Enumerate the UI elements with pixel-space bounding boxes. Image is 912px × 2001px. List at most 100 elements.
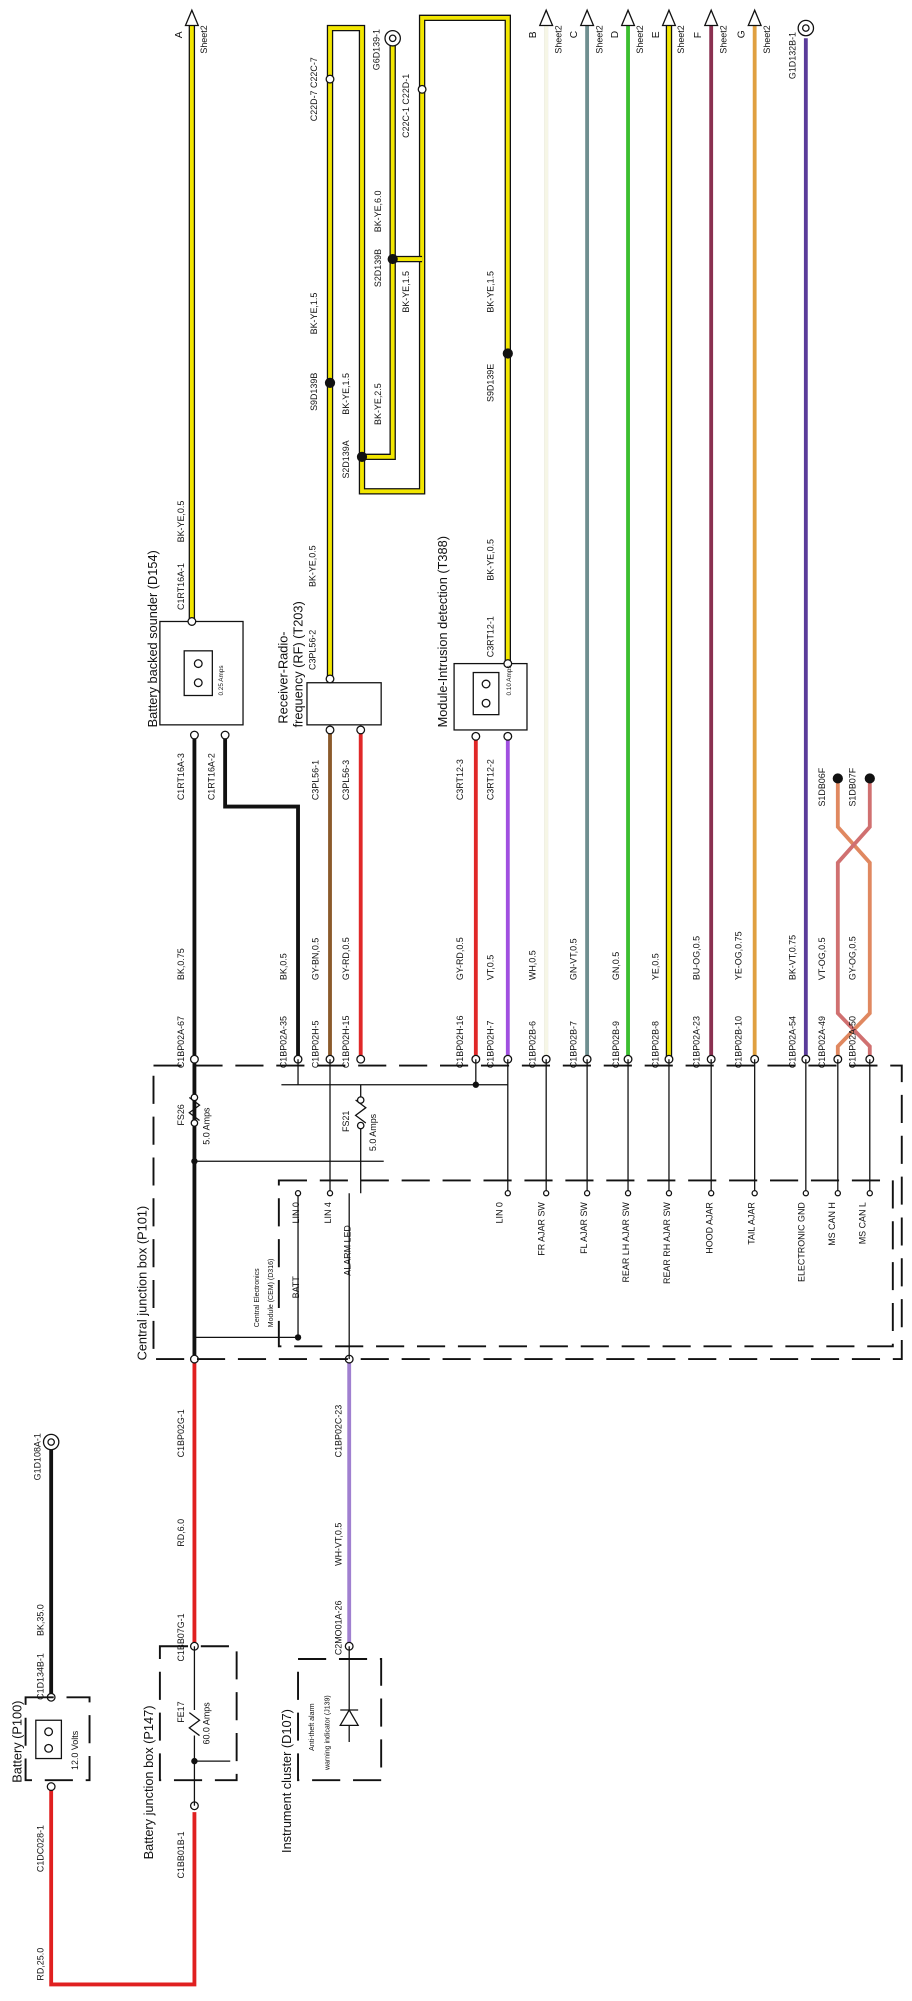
harness-label: GN,0.5 — [611, 952, 621, 980]
lower-label: C1BB01B-1 — [176, 1831, 186, 1878]
lower-label: WH-VT,0.5 — [333, 1523, 343, 1566]
receiver-label: C3PL56-1 — [310, 760, 320, 800]
splice-wiring-label: S2D139B — [373, 249, 383, 287]
cjb-label: 5.0 Amps — [202, 1107, 212, 1145]
bjb-label: Battery junction box (P147) — [141, 1706, 156, 1860]
wire — [49, 1786, 197, 1987]
junction-box — [834, 1190, 842, 1197]
harness-label: BU-OG,0.5 — [691, 936, 701, 980]
sheet-arrow — [579, 8, 595, 27]
battery-symbol — [297, 1658, 383, 1782]
battery-symbol — [44, 1743, 54, 1753]
harness-label: BK,0.75 — [176, 948, 186, 980]
cluster-label: Instrument cluster (D107) — [279, 1709, 294, 1853]
junction-box — [152, 1064, 903, 1361]
harness-label: C1BP02A-54 — [787, 1016, 797, 1068]
harness-label: GN-VT,0.5 — [569, 938, 579, 980]
cluster-label: warning indicator (J139) — [324, 1695, 331, 1771]
junction-dot — [502, 348, 513, 359]
battery-symbol — [188, 1646, 231, 1806]
sounder-label: C1RT16A-3 — [176, 753, 186, 800]
cjb-label: REAR LH AJAR SW — [621, 1202, 631, 1283]
harness-label: C1BP02B-7 — [569, 1021, 579, 1068]
sheet-refs-label: Sheet2 — [199, 25, 209, 53]
splice-wiring-label: S9D139B — [309, 373, 319, 411]
lower-label: RD,25.0 — [35, 1948, 45, 1981]
component-box — [183, 650, 213, 697]
harness-label: VT-OG,0.5 — [817, 937, 827, 980]
battery-symbol — [35, 1719, 63, 1760]
battery-symbol — [24, 1645, 383, 1806]
harness-label: BK,0.5 — [278, 953, 288, 980]
battery-symbol — [339, 1646, 360, 1742]
lower-label: C1BB07G-1 — [176, 1613, 186, 1661]
harness-label: GY-OG,0.5 — [848, 936, 858, 980]
connector — [187, 617, 197, 626]
sheet-arrow — [620, 8, 636, 27]
connector — [189, 1054, 199, 1064]
cjb-label: LIN 0 — [291, 1202, 301, 1223]
cjb-label: BATT — [291, 1276, 301, 1299]
receiver-label: C3PL56-3 — [341, 760, 351, 800]
cjb-label: FS21 — [341, 1111, 351, 1132]
junction-box — [294, 1190, 302, 1197]
connector — [46, 617, 875, 1811]
battery-label: Battery (P100) — [9, 1701, 24, 1783]
grounds-label: G1D132B-1 — [787, 32, 797, 79]
sounder-label: BK-YE,0.5 — [176, 501, 186, 543]
junction-box — [356, 1096, 365, 1104]
receiver-label: frequency (RF) (T203) — [291, 601, 306, 727]
junction-dot — [387, 253, 398, 265]
intrusion-label: C3RT12-3 — [455, 759, 465, 800]
sheet-refs-label: C — [569, 31, 580, 38]
harness-label: YE-OG,0.75 — [734, 931, 744, 980]
junction-box — [277, 1179, 894, 1348]
cjb-label: Central Electronics — [254, 1268, 261, 1327]
wire — [835, 781, 872, 1060]
cjb-label: 5.0 Amps — [368, 1113, 378, 1151]
connector — [325, 674, 335, 684]
battery-symbol — [158, 1645, 238, 1782]
junction-dot — [356, 451, 368, 462]
sheet-refs-label: Sheet2 — [676, 25, 686, 53]
sheet-refs-label: A — [174, 31, 185, 38]
lower-label: C1BP02G-1 — [176, 1409, 186, 1457]
connector — [503, 731, 513, 741]
battery-symbol — [24, 1696, 91, 1782]
wire — [49, 25, 872, 1987]
harness-label: C1BP02A-50 — [848, 1016, 858, 1068]
connector — [189, 730, 199, 740]
sheet-arrow — [661, 8, 677, 27]
junction-box — [326, 1190, 334, 1197]
bk-ye-wire — [328, 15, 510, 683]
sheet-refs-label: Sheet2 — [553, 25, 563, 53]
ground-symbol — [325, 74, 335, 84]
cjb-label: Central junction box (P101) — [135, 1206, 150, 1361]
cluster-label: Anti-theft alarm — [309, 1703, 316, 1751]
intrusion-label: C3RT12-2 — [486, 759, 496, 800]
sheet-refs-label: D — [610, 31, 621, 38]
ground-symbol — [47, 1438, 56, 1446]
junction-box — [751, 1190, 758, 1197]
harness-label: C1BP02H-7 — [486, 1020, 496, 1068]
receiver-label: BK-YE,0.5 — [308, 545, 318, 587]
battery-label: 12.0 Volts — [70, 1730, 80, 1770]
splice-wiring-label: BK-YE,6.0 — [373, 191, 383, 233]
sounder-label: C1RT16A-1 — [176, 563, 186, 610]
bk-ye-wire — [188, 14, 512, 683]
connector — [325, 725, 335, 735]
connector — [46, 1782, 56, 1792]
junction-box — [152, 1059, 903, 1361]
intrusion-label: C3RT12-1 — [486, 616, 496, 657]
connector — [471, 731, 481, 741]
junction-dot — [832, 773, 843, 784]
component-box — [193, 678, 203, 688]
sheet-arrow — [747, 8, 763, 27]
splice-wiring-label: C22C-1 C22D-1 — [401, 74, 411, 138]
harness-label: VT,0.5 — [486, 955, 496, 980]
cjb-label: FL AJAR SW — [579, 1202, 589, 1254]
ground-symbol — [42, 19, 815, 1451]
component-box — [306, 682, 382, 726]
cjb-label: ELECTRONIC GND — [796, 1202, 806, 1282]
